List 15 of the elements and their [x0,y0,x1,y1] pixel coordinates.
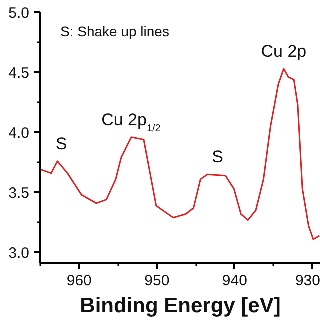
x-tick-label: 940 [222,272,248,290]
y-tick-label: 4.5 [8,65,30,82]
x-axis-title: Binding Energy [eV] [80,294,281,318]
y-tick-label: 3.0 [8,245,30,262]
annotation: S: Shake up lines [60,24,170,40]
y-tick-label: 4.0 [8,125,30,142]
x-tick-label: 950 [144,272,170,290]
annotation: Cu 2p [261,42,307,61]
annotation: S [212,148,224,167]
y-tick-label: 3.5 [8,185,30,202]
x-tick-label: 960 [66,272,92,290]
line-series [40,68,320,240]
x-tick-label: 930 [295,272,320,290]
annotation: S [56,134,68,154]
y-tick-label: 5.0 [8,5,30,22]
